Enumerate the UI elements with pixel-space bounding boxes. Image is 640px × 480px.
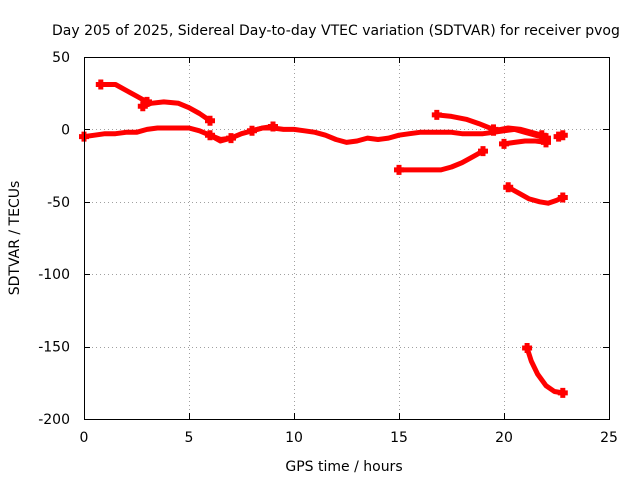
x-axis-label: GPS time / hours (285, 459, 402, 475)
series-marker (488, 125, 499, 136)
y-tick-label: -100 (38, 267, 70, 283)
series-marker (503, 182, 514, 193)
y-tick-label: -150 (38, 340, 70, 356)
series-track-main (83, 125, 547, 145)
series-marker (541, 137, 551, 148)
series-marker (205, 130, 215, 141)
series-track-i (506, 185, 564, 206)
series-marker (268, 121, 278, 132)
series-track-b (141, 99, 212, 123)
series-marker (478, 146, 488, 157)
series-marker (499, 138, 509, 149)
series-marker (557, 192, 568, 203)
series-marker (95, 79, 106, 90)
grid-lines (84, 57, 609, 419)
x-tick-label: 15 (390, 430, 408, 446)
x-tick-label: 0 (80, 430, 89, 446)
series-marker (137, 101, 148, 112)
series-track-g (493, 125, 543, 138)
y-tick-label: 50 (52, 50, 70, 66)
data-series (79, 79, 568, 398)
series-track-h (503, 138, 547, 147)
series-marker (557, 130, 568, 141)
series-marker (205, 115, 215, 126)
series-track-k (524, 347, 564, 396)
x-tick-label: 20 (495, 430, 513, 446)
series-marker (394, 164, 404, 175)
y-tick-label: -50 (47, 195, 70, 211)
series-marker (226, 133, 236, 144)
series-track-a (100, 82, 149, 105)
series-marker (522, 343, 533, 353)
axis-ticks: 0 5 10 15 20 25 50 0 -50 -100 -150 -200 (38, 50, 618, 446)
series-marker (247, 125, 257, 136)
series-marker (431, 109, 442, 120)
chart-title: Day 205 of 2025, Sidereal Day-to-day VTE… (52, 23, 620, 39)
x-tick-label: 10 (285, 430, 303, 446)
x-tick-label: 25 (600, 430, 618, 446)
y-tick-label: -200 (38, 412, 70, 428)
y-tick-label: 0 (61, 122, 70, 138)
series-track-e (399, 148, 485, 173)
series-marker (536, 130, 547, 141)
x-tick-label: 5 (185, 430, 194, 446)
series-track-f (436, 112, 495, 132)
y-axis-label: SDTVAR / TECUs (7, 181, 23, 296)
series-marker (557, 387, 568, 398)
plot-frame (84, 57, 610, 420)
